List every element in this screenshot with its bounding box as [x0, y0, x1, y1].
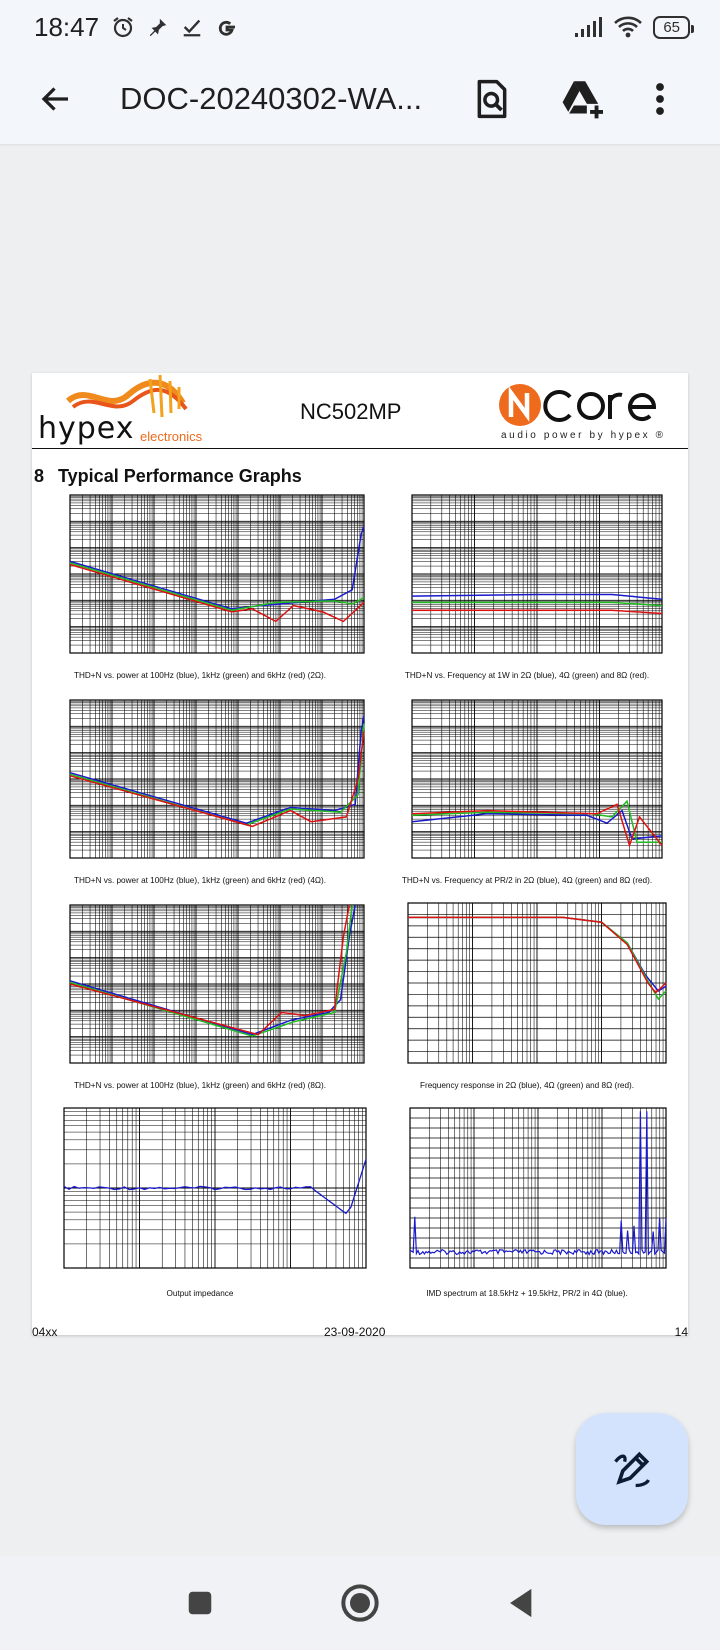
footer-page-number: 14	[674, 1325, 688, 1339]
graph-frequency-response	[406, 901, 668, 1071]
ncore-tagline: audio power by hypex ®	[501, 430, 666, 441]
back-button[interactable]	[28, 71, 84, 127]
document-title: DOC-20240302-WA...	[120, 81, 423, 116]
battery-indicator: 65	[653, 15, 694, 39]
graph-thdn-freq-1w	[408, 493, 664, 661]
add-to-drive-icon	[562, 81, 603, 119]
caption-frequency-response: Frequency response in 2Ω (blue), 4Ω (gre…	[419, 1081, 635, 1090]
status-notification-icons	[111, 15, 239, 39]
system-back-button[interactable]	[490, 1573, 550, 1633]
signal-icon	[575, 17, 603, 37]
caption-thdn-power-4ohm: THD+N vs. power at 100Hz (blue), 1kHz (g…	[73, 876, 327, 885]
back-triangle-icon	[510, 1588, 532, 1618]
status-bar: 18:47 65	[0, 0, 720, 54]
home-button[interactable]	[330, 1573, 390, 1633]
hypex-wordmark: hypex	[38, 411, 135, 446]
graph-imd-spectrum	[406, 1106, 668, 1276]
graph-thdn-freq-pr2	[408, 698, 664, 866]
caption-imd-spectrum: IMD spectrum at 18.5kHz + 19.5kHz, PR/2 …	[426, 1289, 628, 1298]
google-icon	[218, 20, 236, 36]
footer-doc-code: 04xx	[32, 1325, 58, 1339]
find-in-document-button[interactable]	[464, 71, 520, 127]
more-vert-icon	[656, 83, 664, 115]
more-options-button[interactable]	[632, 71, 688, 127]
check-icon	[183, 19, 201, 37]
graph-thdn-power-8ohm	[66, 903, 366, 1071]
home-circle-icon	[341, 1584, 379, 1622]
graph-thdn-power-2ohm	[66, 493, 366, 661]
alarm-icon	[113, 17, 133, 38]
document-search-icon	[477, 79, 507, 119]
header-rule	[32, 448, 688, 449]
pin-icon	[149, 18, 167, 37]
caption-thdn-freq-pr2: THD+N vs. Frequency at PR/2 in 2Ω (blue)…	[401, 876, 653, 885]
ncore-logo	[499, 384, 657, 426]
edit-pen-icon	[614, 1451, 650, 1488]
pdf-page[interactable]: hypex electronics NC502MP audio power by…	[32, 373, 688, 1339]
caption-thdn-power-8ohm: THD+N vs. power at 100Hz (blue), 1kHz (g…	[73, 1081, 327, 1090]
model-name: NC502MP	[300, 399, 402, 424]
back-arrow-icon	[41, 87, 68, 111]
status-time: 18:47	[34, 11, 100, 42]
graph-output-impedance	[60, 1106, 368, 1276]
section-title: Typical Performance Graphs	[58, 466, 302, 486]
annotate-fab[interactable]	[576, 1413, 688, 1525]
graph-thdn-power-4ohm	[66, 698, 366, 866]
wifi-icon	[614, 16, 643, 38]
recents-button[interactable]	[170, 1573, 230, 1633]
hypex-subtitle: electronics	[140, 429, 203, 444]
app-bar: DOC-20240302-WA...	[0, 54, 720, 144]
hypex-wave-logo	[65, 374, 188, 418]
add-to-drive-button[interactable]	[554, 71, 610, 127]
section-heading: 8 Typical Performance Graphs	[34, 466, 302, 487]
caption-thdn-freq-1w: THD+N vs. Frequency at 1W in 2Ω (blue), …	[404, 671, 650, 680]
recents-square-icon	[188, 1591, 212, 1615]
status-system-icons: 65	[573, 15, 694, 39]
caption-thdn-power-2ohm: THD+N vs. power at 100Hz (blue), 1kHz (g…	[73, 671, 327, 680]
section-number: 8	[34, 466, 45, 486]
system-nav-bar	[0, 1556, 720, 1650]
caption-output-impedance: Output impedance	[166, 1289, 234, 1298]
footer-date: 23-09-2020	[324, 1325, 386, 1339]
